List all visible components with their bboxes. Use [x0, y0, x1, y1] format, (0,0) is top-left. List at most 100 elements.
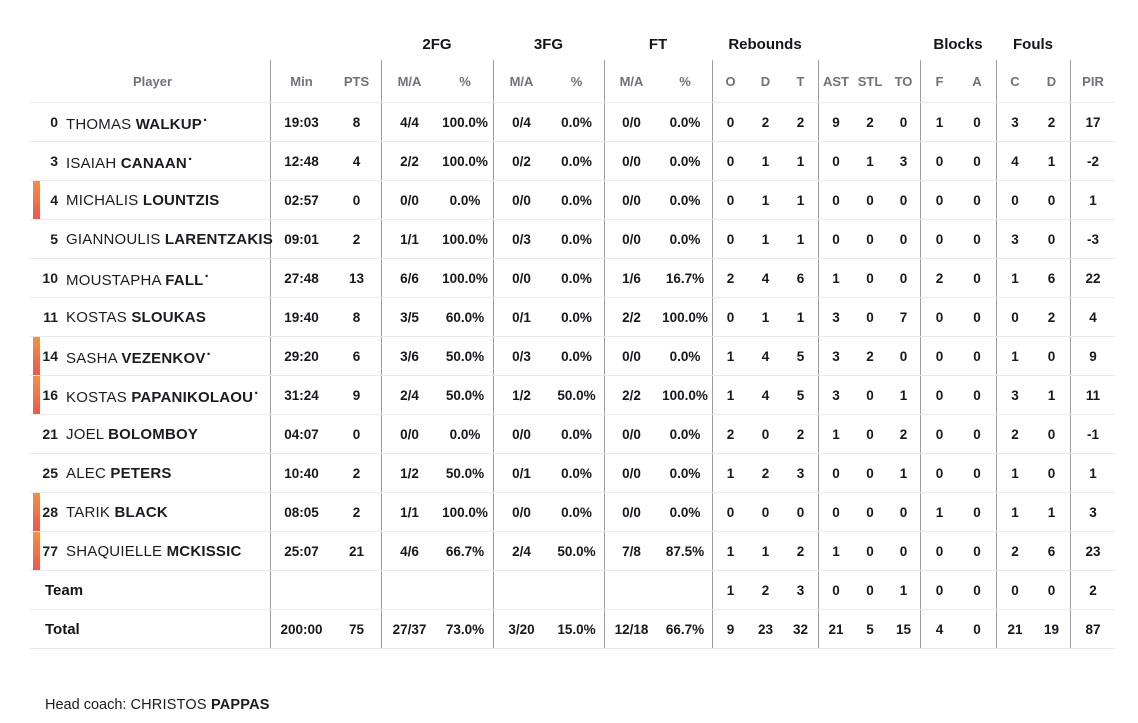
stat-ast: 0	[818, 571, 853, 609]
team-row: Team 1 2 3 0 0 1 0 0 0 0 2	[30, 571, 1115, 610]
stat-foul-d: 1	[1047, 153, 1056, 169]
stat-ast: 3	[818, 337, 853, 375]
col-header-3fg-ma: M/A	[493, 60, 549, 102]
stat-2fg-pct	[437, 571, 493, 609]
player-row[interactable]: 4 MICHALIS LOUNTZIS· 02:57 0 0/0 0.0% 0/…	[30, 181, 1115, 220]
stat-3fg-ma: 0/1	[493, 454, 549, 492]
group-header-blocks: Blocks	[933, 35, 983, 53]
player-name-cell[interactable]: 21 JOEL BOLOMBOY·	[30, 415, 270, 453]
col-header-reb-o: O	[712, 60, 748, 102]
stat-to: 0	[899, 504, 908, 520]
stat-3fg-pct: 50.0%	[557, 387, 596, 403]
stat-pts: 4	[352, 153, 361, 169]
jersey-number: 21	[42, 426, 58, 442]
stat-3fg-ma	[493, 571, 549, 609]
player-name-cell[interactable]: 10 MOUSTAPHA FALL·	[30, 259, 270, 297]
stat-ast: 0	[818, 220, 853, 258]
player-name-cell[interactable]: 16 KOSTAS PAPANIKOLAOU·	[30, 376, 270, 414]
stat-reb-d: 2	[761, 114, 770, 130]
player-row[interactable]: 21 JOEL BOLOMBOY· 04:07 0 0/0 0.0% 0/0 0…	[30, 415, 1115, 454]
player-name-cell: Total	[30, 610, 270, 648]
stat-blk-f: 1	[920, 103, 958, 141]
stat-stl: 1	[866, 153, 874, 169]
player-name: MICHALIS LOUNTZIS·	[66, 191, 220, 209]
stat-min: 25:07	[270, 532, 332, 570]
stat-min: 10:40	[270, 454, 332, 492]
stat-ft-ma: 0/0	[604, 142, 658, 180]
stat-blk-f: 0	[920, 337, 958, 375]
player-name-cell[interactable]: 11 KOSTAS SLOUKAS·	[30, 298, 270, 336]
player-row[interactable]: 28 TARIK BLACK· 08:05 2 1/1 100.0% 0/0 0…	[30, 493, 1115, 532]
player-row[interactable]: 14 SASHA VEZENKOV· 29:20 6 3/6 50.0% 0/3…	[30, 337, 1115, 376]
player-row[interactable]: 10 MOUSTAPHA FALL· 27:48 13 6/6 100.0% 0…	[30, 259, 1115, 298]
stat-ft-ma: 0/0	[604, 220, 658, 258]
col-header-ast: AST	[818, 60, 853, 102]
stat-blk-f: 0	[920, 415, 958, 453]
player-name-cell[interactable]: 0 THOMAS WALKUP·	[30, 103, 270, 141]
stat-2fg-ma: 1/1	[381, 493, 437, 531]
jersey-number: 5	[50, 231, 58, 247]
stat-stl: 0	[866, 504, 874, 520]
player-row[interactable]: 3 ISAIAH CANAAN· 12:48 4 2/2 100.0% 0/2 …	[30, 142, 1115, 181]
head-coach-label: Head coach:	[45, 697, 127, 713]
stat-min: 31:24	[270, 376, 332, 414]
stat-foul-c: 4	[996, 142, 1033, 180]
boxscore-table: 2FG 3FG FT Rebounds Blocks Fouls Player …	[30, 28, 1115, 649]
player-name-cell[interactable]: 4 MICHALIS LOUNTZIS·	[30, 181, 270, 219]
stat-2fg-ma: 1/2	[381, 454, 437, 492]
stat-2fg-pct: 100.0%	[442, 153, 488, 169]
stat-stl: 0	[866, 582, 874, 598]
player-name: MOUSTAPHA FALL·	[66, 267, 210, 289]
stat-foul-c: 0	[996, 298, 1033, 336]
stat-foul-d: 0	[1047, 192, 1056, 208]
stat-blk-f: 0	[920, 298, 958, 336]
stat-3fg-pct: 0.0%	[561, 231, 592, 247]
player-name-cell[interactable]: 77 SHAQUIELLE MCKISSIC·	[30, 532, 270, 570]
total-row: Total 200:00 75 27/37 73.0% 3/20 15.0% 1…	[30, 610, 1115, 649]
player-name-cell[interactable]: 14 SASHA VEZENKOV·	[30, 337, 270, 375]
stat-blk-f: 0	[920, 532, 958, 570]
stat-blk-a: 0	[973, 114, 981, 130]
stat-foul-d: 0	[1047, 426, 1056, 442]
player-row[interactable]: 11 KOSTAS SLOUKAS· 19:40 8 3/5 60.0% 0/1…	[30, 298, 1115, 337]
on-court-indicator	[33, 376, 40, 414]
group-header-ft: FT	[648, 35, 668, 53]
stat-foul-c: 21	[996, 610, 1033, 648]
stat-pts: 13	[348, 270, 365, 286]
col-header-foul-d: D	[1046, 73, 1057, 89]
stat-pts: 2	[352, 504, 361, 520]
stat-ft-ma: 2/2	[604, 376, 658, 414]
stat-foul-c: 2	[996, 532, 1033, 570]
player-name-cell[interactable]: 5 GIANNOULIS LARENTZAKIS·	[30, 220, 273, 258]
stat-pts: 0	[352, 426, 361, 442]
stat-3fg-pct: 0.0%	[561, 192, 592, 208]
player-name-cell[interactable]: 28 TARIK BLACK·	[30, 493, 270, 531]
stat-foul-d: 6	[1047, 543, 1056, 559]
stat-reb-t: 1	[796, 309, 805, 325]
stat-pir: 1	[1070, 181, 1115, 219]
stat-reb-t: 5	[796, 387, 805, 403]
player-name-cell[interactable]: 25 ALEC PETERS·	[30, 454, 270, 492]
stat-reb-o: 0	[712, 181, 748, 219]
player-row[interactable]: 25 ALEC PETERS· 10:40 2 1/2 50.0% 0/1 0.…	[30, 454, 1115, 493]
player-row[interactable]: 0 THOMAS WALKUP· 19:03 8 4/4 100.0% 0/4 …	[30, 103, 1115, 142]
starter-marker: ·	[254, 384, 260, 402]
player-row[interactable]: 16 KOSTAS PAPANIKOLAOU· 31:24 9 2/4 50.0…	[30, 376, 1115, 415]
stat-reb-t: 5	[796, 348, 805, 364]
stat-blk-a: 0	[973, 426, 981, 442]
player-row[interactable]: 77 SHAQUIELLE MCKISSIC· 25:07 21 4/6 66.…	[30, 532, 1115, 571]
stat-3fg-ma: 3/20	[493, 610, 549, 648]
player-name-cell[interactable]: 3 ISAIAH CANAAN·	[30, 142, 270, 180]
stat-3fg-pct: 0.0%	[561, 153, 592, 169]
stat-blk-a: 0	[973, 192, 981, 208]
jersey-number: 3	[50, 153, 58, 169]
stat-ast: 1	[818, 532, 853, 570]
stat-2fg-ma: 1/1	[381, 220, 437, 258]
stat-reb-d: 2	[761, 465, 770, 481]
stat-min: 27:48	[270, 259, 332, 297]
col-header-2fg-ma: M/A	[381, 60, 437, 102]
stat-reb-d: 4	[761, 270, 770, 286]
stat-reb-d: 0	[761, 504, 770, 520]
player-row[interactable]: 5 GIANNOULIS LARENTZAKIS· 09:01 2 1/1 10…	[30, 220, 1115, 259]
stat-stl: 0	[866, 426, 874, 442]
